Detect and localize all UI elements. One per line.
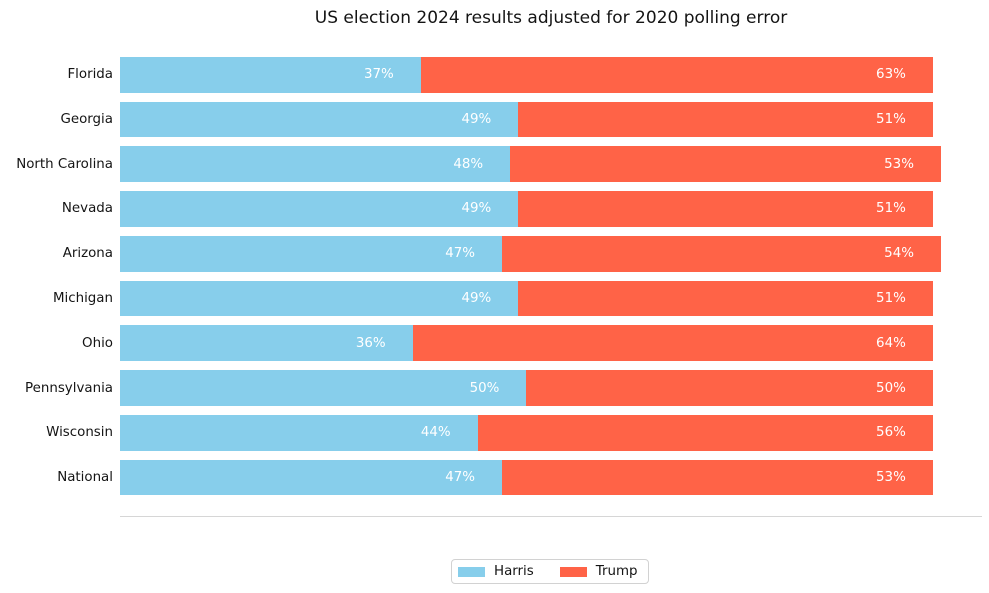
bar-value-label: 47% [445,246,476,262]
bar-value-label: 50% [469,380,500,396]
bar-row: Arizona 47% 54% [63,231,982,276]
bar-value-label: 49% [461,201,492,217]
bar-value-label: 53% [876,470,906,486]
bar-segment-harris: 49% [120,280,519,317]
bar-segment-harris: 48% [120,146,511,183]
bar-value-label: 49% [461,291,492,306]
y-tick-label: Arizona [62,246,113,262]
y-tick-label: Wisconsin [46,425,113,441]
bar-segment-harris: 47% [120,459,503,496]
bar-segment-harris: 50% [120,370,527,406]
bar-value-label: 51% [876,201,906,217]
bar-value-label: 47% [445,470,476,486]
bar-segment-harris: 36% [120,325,413,362]
y-tick-label: Michigan [52,291,113,306]
bar-value-label: 53% [884,156,914,172]
bar-segment-trump: 51% [518,191,933,227]
y-tick-label: Georgia [60,111,113,127]
y-tick-label: Nevada [61,201,113,217]
bar-value-label: 63% [876,67,906,83]
bar-row: Florida 37% 63% [67,52,982,97]
y-tick-label: North Carolina [16,156,113,172]
bar-value-label: 48% [453,156,484,172]
bar-segment-trump: 56% [477,414,933,451]
bar-row: National 47% 53% [57,455,982,500]
legend-entry-harris: Harris [458,564,534,579]
bar-value-label: 49% [461,111,492,127]
legend-entry-trump: Trump [559,564,638,579]
chart-title: US election 2024 results adjusted for 20… [314,8,788,28]
bar-segment-harris: 47% [120,235,503,272]
bar-segment-trump: 53% [510,146,941,183]
y-tick-label: Ohio [82,335,113,351]
bar-value-label: 50% [876,380,906,396]
bar-segment-harris: 49% [120,191,519,227]
trump-color-swatch [559,566,587,577]
bar-segment-harris: 44% [120,414,478,451]
legend: Harris Trump [451,559,649,584]
bar-segment-trump: 54% [502,235,941,272]
bar-value-label: 37% [363,67,394,83]
bar-value-label: 51% [876,291,906,306]
bar-row: Pennsylvania 50% 50% [25,366,982,411]
y-tick-label: Florida [67,67,113,83]
bar-segment-trump: 64% [412,325,933,362]
bar-row: North Carolina 48% 53% [16,142,982,187]
plot-area: Florida 37% 63% Georgia 49% 51% North Carolina… [16,52,982,500]
bar-row: Ohio 36% 64% [82,321,982,366]
bar-segment-trump: 51% [518,280,933,317]
bar-segment-trump: 63% [420,56,933,93]
bar-value-label: 44% [420,425,451,441]
bar-value-label: 54% [884,246,914,262]
bar-segment-harris: 37% [120,56,421,93]
legend-label-harris: Harris [494,564,534,579]
bar-segment-trump: 53% [502,459,933,496]
legend-label-trump: Trump [595,564,638,579]
y-tick-label: Pennsylvania [25,380,113,396]
bar-value-label: 64% [876,335,906,351]
bar-segment-trump: 51% [518,101,933,138]
bar-row: Nevada 49% 51% [62,187,982,232]
y-tick-label: National [57,470,113,486]
bar-value-label: 56% [876,425,906,441]
bar-row: Georgia 49% 51% [60,97,982,142]
bar-row: Michigan 49% 51% [53,276,982,321]
bar-segment-trump: 50% [526,370,933,406]
bar-row: Wisconsin 44% 56% [46,410,982,455]
x-axis-line [120,516,982,517]
bar-value-label: 36% [355,335,386,351]
harris-color-swatch [458,566,485,577]
bar-value-label: 51% [876,111,906,127]
bar-segment-harris: 49% [120,101,519,138]
